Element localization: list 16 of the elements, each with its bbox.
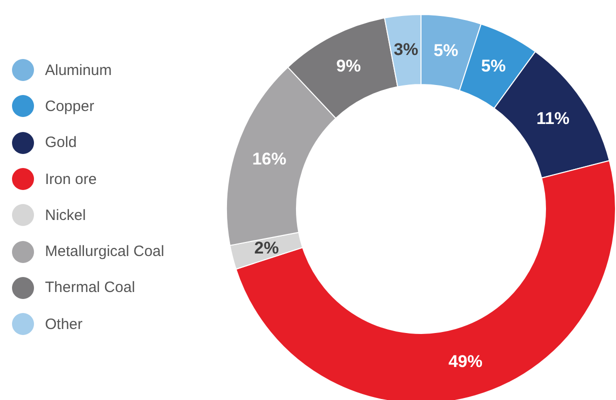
- legend-label: Aluminum: [45, 62, 112, 79]
- data-label: 3%: [394, 40, 418, 59]
- legend-label: Metallurgical Coal: [45, 243, 164, 260]
- data-label: 9%: [336, 56, 361, 76]
- data-label: 2%: [254, 238, 279, 258]
- data-label: 5%: [481, 56, 506, 76]
- data-label: 49%: [448, 352, 483, 371]
- legend-label: Gold: [45, 134, 77, 152]
- data-label: 11%: [536, 109, 570, 128]
- legend-label: Thermal Coal: [45, 279, 136, 296]
- legend-label: Nickel: [45, 206, 86, 224]
- legend-label: Iron ore: [45, 170, 97, 188]
- data-label: 16%: [252, 149, 286, 168]
- legend-label: Other: [45, 316, 83, 333]
- legend-label: Copper: [45, 98, 94, 115]
- data-label: 5%: [434, 41, 458, 60]
